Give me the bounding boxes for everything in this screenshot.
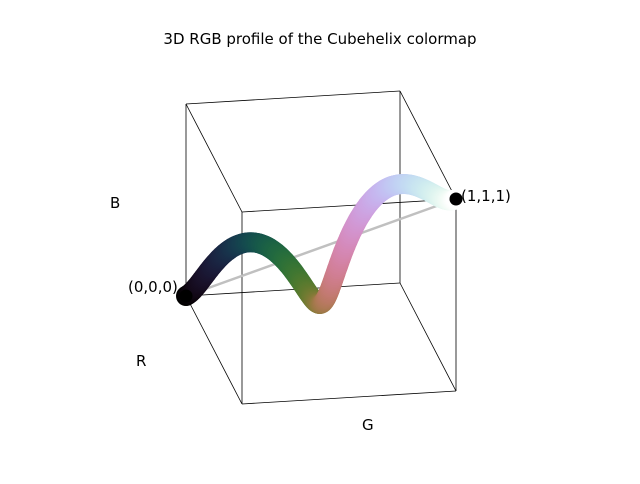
endpoint-markers: [179, 192, 463, 303]
cube-edge: [185, 90, 401, 105]
axis-label-r: R: [136, 352, 146, 370]
origin-marker: [179, 289, 193, 303]
cubehelix-curve: [176, 174, 466, 314]
unit-corner-marker: [449, 192, 463, 206]
axis-label-g: G: [362, 416, 374, 434]
axis-label-b: B: [110, 194, 120, 212]
cube-edge: [241, 198, 457, 213]
cube-edge: [241, 390, 457, 405]
chart-title: 3D RGB profile of the Cubehelix colormap: [163, 30, 477, 48]
cube-edge: [185, 282, 401, 297]
cube-edge: [185, 103, 243, 213]
cube-edge: [399, 282, 457, 392]
unit-corner-label: (1,1,1): [461, 187, 511, 205]
origin-label: (0,0,0): [128, 278, 178, 296]
diagonal-reference: [185, 197, 457, 298]
cube-edge: [185, 295, 243, 405]
cube-edge: [399, 90, 457, 200]
diagonal-line: [185, 197, 457, 298]
